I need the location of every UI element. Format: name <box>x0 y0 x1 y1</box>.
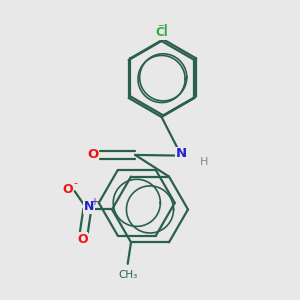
Text: O: O <box>88 148 99 161</box>
Text: O: O <box>62 183 73 196</box>
Text: CH₃: CH₃ <box>118 270 137 280</box>
Text: N: N <box>176 148 187 160</box>
Text: -: - <box>74 178 78 188</box>
Text: N: N <box>84 200 94 213</box>
Text: +: + <box>91 197 98 207</box>
Text: Cl: Cl <box>155 26 168 39</box>
Text: Cl: Cl <box>155 24 168 37</box>
Text: H: H <box>200 157 209 167</box>
Text: O: O <box>77 233 88 246</box>
